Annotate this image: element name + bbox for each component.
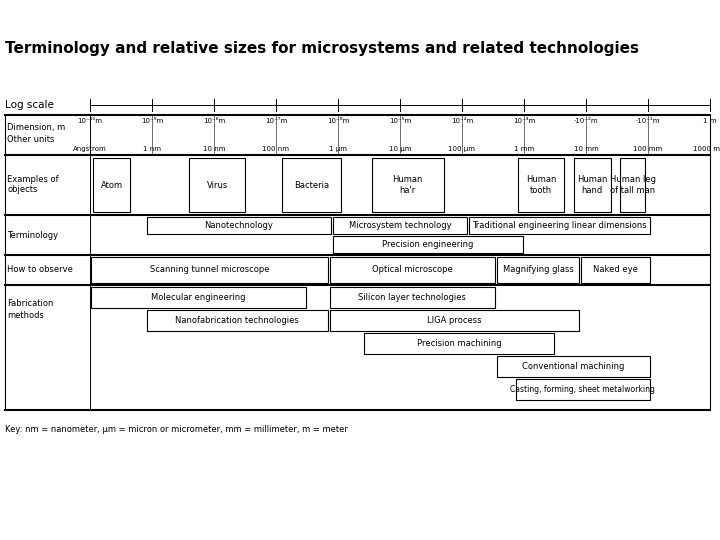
Text: Molecular engineering: Molecular engineering: [151, 293, 246, 302]
FancyBboxPatch shape: [518, 158, 564, 212]
Text: methods: methods: [7, 310, 44, 320]
FancyBboxPatch shape: [574, 158, 611, 212]
FancyBboxPatch shape: [147, 310, 328, 331]
FancyBboxPatch shape: [333, 236, 523, 253]
FancyBboxPatch shape: [469, 217, 650, 234]
FancyBboxPatch shape: [372, 158, 444, 212]
Text: LIGA process: LIGA process: [427, 316, 482, 325]
FancyBboxPatch shape: [282, 158, 341, 212]
FancyBboxPatch shape: [333, 217, 467, 234]
Text: Key: nm = nanometer, μm = micron or micrometer, mm = millimeter, m = meter: Key: nm = nanometer, μm = micron or micr…: [5, 425, 348, 434]
Text: How to observe: How to observe: [7, 266, 73, 274]
Text: Virus: Virus: [207, 180, 228, 190]
Text: Terminology: Terminology: [7, 231, 58, 240]
Text: ·10⁻¹m: ·10⁻¹m: [636, 118, 660, 124]
Text: 10⁻⁴m: 10⁻⁴m: [451, 118, 473, 124]
Text: Casting, forming, sheet metalworking: Casting, forming, sheet metalworking: [510, 385, 655, 394]
FancyBboxPatch shape: [147, 217, 330, 234]
FancyBboxPatch shape: [330, 257, 495, 283]
Text: 10⁻⁷m: 10⁻⁷m: [265, 118, 287, 124]
Text: 100 mm: 100 mm: [634, 146, 662, 152]
Text: Human
ha'r: Human ha'r: [392, 176, 423, 195]
Text: Atom: Atom: [101, 180, 123, 190]
Text: objects: objects: [7, 186, 37, 194]
FancyBboxPatch shape: [620, 158, 645, 212]
Text: 10⁻³m: 10⁻³m: [513, 118, 535, 124]
Text: Log scale: Log scale: [5, 100, 54, 110]
Text: Dimension, m: Dimension, m: [7, 123, 66, 132]
FancyBboxPatch shape: [364, 333, 554, 354]
Text: 100 nm: 100 nm: [263, 146, 289, 152]
FancyBboxPatch shape: [330, 310, 579, 331]
Text: Magnifying glass: Magnifying glass: [503, 266, 573, 274]
Text: Human
hand: Human hand: [577, 176, 608, 195]
Text: 10⁻¹⁰m: 10⁻¹⁰m: [78, 118, 102, 124]
Text: Terminology and relative sizes for microsystems and related technologies: Terminology and relative sizes for micro…: [5, 40, 639, 56]
Text: 10⁻⁶m: 10⁻⁶m: [327, 118, 349, 124]
FancyBboxPatch shape: [497, 257, 579, 283]
Text: Nanofabrication technologies: Nanofabrication technologies: [176, 316, 299, 325]
Text: 10 μm: 10 μm: [389, 146, 411, 152]
Text: Scanning tunnel microscope: Scanning tunnel microscope: [150, 266, 269, 274]
FancyBboxPatch shape: [189, 158, 245, 212]
Text: Angstrom: Angstrom: [73, 146, 107, 152]
Text: Other units: Other units: [7, 135, 55, 144]
FancyBboxPatch shape: [581, 257, 650, 283]
Text: Human
tooth: Human tooth: [526, 176, 557, 195]
FancyBboxPatch shape: [516, 379, 650, 400]
Text: Precision machining: Precision machining: [417, 339, 501, 348]
Text: 1 μm: 1 μm: [329, 146, 347, 152]
Text: 10⁻⁹m: 10⁻⁹m: [141, 118, 163, 124]
Text: Silicon layer technologies: Silicon layer technologies: [359, 293, 467, 302]
Text: 1 mm: 1 mm: [514, 146, 534, 152]
FancyBboxPatch shape: [497, 356, 650, 377]
Text: Bacteria: Bacteria: [294, 180, 329, 190]
Text: Microsystem technology: Microsystem technology: [348, 221, 451, 230]
Text: ·10⁻²m: ·10⁻²m: [574, 118, 598, 124]
Text: 10⁻⁸m: 10⁻⁸m: [203, 118, 225, 124]
FancyBboxPatch shape: [91, 257, 328, 283]
Text: 10⁻⁵m: 10⁻⁵m: [389, 118, 411, 124]
Text: 1 m: 1 m: [703, 118, 716, 124]
Text: 10 nm: 10 nm: [203, 146, 225, 152]
Text: Conventional machining: Conventional machining: [523, 362, 625, 371]
Text: Optical microscope: Optical microscope: [372, 266, 453, 274]
FancyBboxPatch shape: [330, 287, 495, 308]
Text: 100 μm: 100 μm: [449, 146, 475, 152]
Text: Human leg
of tall man: Human leg of tall man: [610, 176, 655, 195]
Text: 10 mm: 10 mm: [574, 146, 598, 152]
FancyBboxPatch shape: [93, 158, 130, 212]
FancyBboxPatch shape: [91, 287, 306, 308]
Text: Nanotechnology: Nanotechnology: [204, 221, 273, 230]
Text: 1 nm: 1 nm: [143, 146, 161, 152]
Text: Traditional engineering linear dimensions: Traditional engineering linear dimension…: [472, 221, 647, 230]
Text: Precision engineering: Precision engineering: [382, 240, 474, 249]
Text: 1000 mm: 1000 mm: [693, 146, 720, 152]
Text: Examples of: Examples of: [7, 176, 58, 185]
Text: Naked eye: Naked eye: [593, 266, 638, 274]
Text: Fabrication: Fabrication: [7, 299, 53, 307]
